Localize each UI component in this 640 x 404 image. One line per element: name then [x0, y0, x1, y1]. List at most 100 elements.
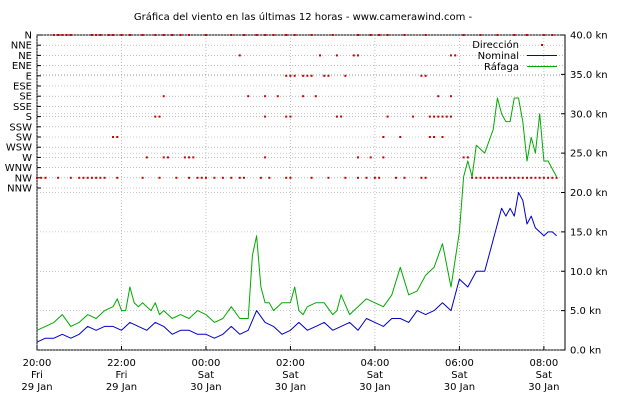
direction-point: [247, 95, 250, 98]
direction-point: [120, 34, 123, 36]
direction-point: [61, 34, 64, 36]
direction-point: [449, 95, 452, 98]
direction-point: [517, 176, 520, 179]
direction-point: [285, 74, 288, 77]
direction-tick-label: NW: [15, 173, 32, 184]
direction-point: [264, 34, 267, 36]
direction-point: [454, 54, 457, 57]
direction-point: [200, 176, 203, 179]
direction-point: [264, 115, 267, 118]
grid-lines: [36, 34, 565, 351]
direction-tick-label: WSW: [6, 143, 32, 154]
direction-point: [323, 74, 326, 77]
direction-point: [188, 176, 191, 179]
direction-point: [302, 95, 305, 98]
speed-tick-label: 0.0 kn: [570, 346, 601, 357]
direction-point: [128, 34, 131, 36]
time-tick-label: 08:00: [529, 358, 558, 369]
direction-point: [357, 156, 360, 159]
time-tick-label: 06:00: [445, 358, 474, 369]
direction-point: [551, 34, 554, 36]
direction-point: [462, 34, 465, 36]
legend-label: Nominal: [478, 51, 519, 62]
direction-point: [95, 176, 98, 179]
direction-point: [40, 176, 43, 179]
direction-point: [213, 176, 216, 179]
direction-point: [285, 34, 288, 36]
series-line-rfaga: [36, 97, 558, 331]
direction-point: [78, 176, 81, 179]
speed-tick-label: 5.0 kn: [570, 306, 601, 317]
direction-point: [542, 34, 545, 36]
direction-point: [293, 34, 296, 36]
direction-point: [428, 115, 431, 118]
direction-point: [158, 115, 161, 118]
direction-point: [335, 54, 338, 57]
direction-tick-label: N: [25, 31, 32, 42]
direction-point: [162, 34, 165, 36]
speed-tick-label: 15.0 kn: [570, 227, 608, 238]
direction-point: [171, 34, 174, 36]
time-tick-date: 30 Jan: [275, 382, 306, 393]
time-tick-date: 30 Jan: [528, 382, 559, 393]
direction-point: [555, 176, 558, 179]
direction-point: [293, 74, 296, 77]
direction-point: [386, 34, 389, 36]
direction-tick-label: SE: [19, 92, 32, 103]
direction-point: [162, 156, 165, 159]
direction-point: [551, 176, 554, 179]
direction-point: [242, 176, 245, 179]
direction-point: [441, 115, 444, 118]
time-tick-day: Fri: [116, 370, 128, 381]
direction-point: [496, 176, 499, 179]
direction-point: [192, 156, 195, 159]
direction-point: [36, 176, 38, 179]
direction-point: [204, 176, 207, 179]
direction-point: [357, 54, 360, 57]
speed-tick-label: 35.0 kn: [570, 70, 608, 81]
direction-tick-label: E: [26, 71, 32, 82]
direction-point: [424, 34, 427, 36]
speed-axis: 0.0 kn 5.0 kn 10.0 kn 15.0 kn 20.0 kn 25.0 kn…: [561, 31, 608, 357]
direction-point: [230, 34, 233, 36]
direction-point: [319, 54, 322, 57]
direction-point: [344, 176, 347, 179]
direction-point: [90, 176, 93, 179]
direction-dots: [36, 34, 558, 179]
direction-point: [386, 115, 389, 118]
direction-point: [90, 34, 93, 36]
speed-tick-label: 25.0 kn: [570, 149, 608, 160]
direction-point: [437, 95, 440, 98]
direction-point: [471, 176, 474, 179]
direction-point: [183, 156, 186, 159]
direction-point: [86, 176, 89, 179]
series-line-nominal: [36, 192, 557, 343]
direction-point: [57, 34, 60, 36]
direction-point: [162, 95, 165, 98]
direction-point: [449, 54, 452, 57]
direction-point: [411, 115, 414, 118]
direction-point: [331, 34, 334, 36]
direction-point: [433, 136, 436, 138]
direction-point: [373, 176, 376, 179]
direction-point: [530, 176, 533, 179]
direction-point: [327, 176, 330, 179]
direction-point: [306, 74, 309, 77]
direction-point: [145, 156, 148, 159]
direction-point: [154, 34, 157, 36]
time-tick-day: Sat: [451, 370, 467, 381]
direction-point: [166, 156, 169, 159]
speed-tick-label: 10.0 kn: [570, 267, 608, 278]
direction-point: [369, 156, 372, 159]
direction-point: [403, 176, 406, 179]
direction-point: [69, 176, 72, 179]
direction-point: [462, 156, 465, 159]
direction-point: [441, 136, 444, 138]
direction-point: [289, 74, 292, 77]
direction-point: [424, 176, 427, 179]
direction-point: [369, 34, 372, 36]
direction-point: [179, 34, 182, 36]
